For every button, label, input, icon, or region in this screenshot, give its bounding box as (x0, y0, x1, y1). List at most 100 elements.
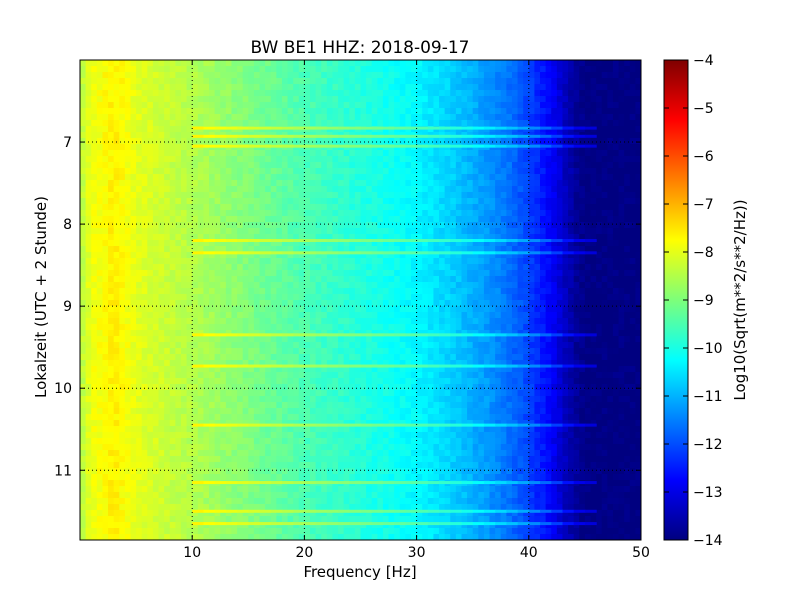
heatmap-cell (500, 276, 507, 283)
heatmap-cell (556, 336, 564, 343)
heatmap-cell (203, 318, 210, 325)
heatmap-cell (315, 162, 322, 169)
heatmap-cell (113, 354, 120, 361)
heatmap-cell (326, 210, 334, 217)
heatmap-cell (511, 150, 519, 157)
heatmap-cell (130, 180, 137, 187)
heatmap-cell (293, 138, 300, 145)
heatmap-cell (366, 276, 373, 283)
heatmap-cell (209, 210, 216, 217)
heatmap-cell (108, 336, 115, 343)
heatmap-cell (624, 144, 631, 151)
heatmap-cell (293, 282, 300, 289)
heatmap-cell (556, 318, 564, 325)
heatmap-cell (108, 162, 115, 169)
heatmap-cell (601, 204, 608, 211)
heatmap-cell (124, 318, 132, 325)
heatmap-cell (225, 96, 233, 103)
heatmap-cell (394, 108, 401, 115)
heatmap-cell (203, 168, 210, 175)
heatmap-cell (197, 234, 205, 241)
heatmap-cell (287, 90, 294, 97)
heatmap-cell (579, 138, 586, 145)
heatmap-cell (371, 198, 378, 205)
heatmap-cell (601, 276, 608, 283)
heatmap-cell (91, 216, 98, 223)
heatmap-cell (506, 288, 513, 295)
heatmap-cell (237, 96, 244, 103)
heatmap-cell (281, 246, 289, 253)
heatmap-cell (124, 66, 132, 73)
heatmap-cell (338, 264, 345, 271)
heatmap-cell (635, 150, 641, 157)
heatmap-cell (422, 234, 429, 241)
heatmap-cell (371, 186, 378, 193)
heatmap-cell (478, 60, 485, 67)
heatmap-cell (175, 84, 182, 91)
heatmap-cell (500, 84, 507, 91)
heatmap-cell (349, 318, 356, 325)
heatmap-cell (478, 114, 485, 121)
heatmap-cell (85, 108, 92, 115)
heatmap-cell (80, 174, 87, 181)
heatmap-cell (394, 84, 401, 91)
heatmap-cell (461, 174, 468, 181)
heatmap-cell (304, 282, 311, 289)
heatmap-cell (276, 228, 283, 235)
heatmap-cell (489, 90, 496, 97)
heatmap-cell (354, 282, 362, 289)
heatmap-cell (573, 180, 580, 187)
heatmap-cell (635, 198, 641, 205)
heatmap-cell (192, 174, 199, 181)
heatmap-cell (500, 90, 507, 97)
heatmap-cell (152, 90, 160, 97)
heatmap-cell (231, 72, 238, 79)
heatmap-cell (596, 336, 603, 343)
heatmap-cell (388, 114, 395, 121)
heatmap-cell (534, 234, 541, 241)
heatmap-cell (96, 192, 104, 199)
heatmap-cell (80, 294, 87, 301)
heatmap-cell (472, 288, 479, 295)
heatmap-cell (158, 294, 165, 301)
heatmap-cell (158, 312, 165, 319)
heatmap-cell (579, 228, 586, 235)
heatmap-cell (528, 294, 536, 301)
heatmap-cell (147, 336, 154, 343)
heatmap-cell (410, 174, 418, 181)
heatmap-cell (225, 240, 233, 247)
heatmap-cell (540, 96, 547, 103)
heatmap-cell (102, 264, 109, 271)
heatmap-cell (270, 186, 277, 193)
heatmap-cell (517, 168, 524, 175)
heatmap-cell (511, 354, 519, 361)
heatmap-cell (231, 306, 238, 313)
heatmap-cell (394, 90, 401, 97)
heatmap-cell (265, 72, 272, 79)
heatmap-cell (180, 126, 188, 133)
heatmap-cell (237, 192, 244, 199)
heatmap-cell (96, 324, 104, 331)
heatmap-cell (450, 84, 457, 91)
heatmap-cell (158, 270, 165, 277)
heatmap-cell (607, 114, 614, 121)
heatmap-cell (85, 336, 92, 343)
heatmap-cell (108, 84, 115, 91)
heatmap-cell (209, 324, 216, 331)
heatmap-cell (360, 96, 367, 103)
heatmap-cell (422, 168, 429, 175)
heatmap-cell (511, 210, 519, 217)
heatmap-cell (338, 84, 345, 91)
heatmap-cell (220, 288, 227, 295)
heatmap-cell (540, 60, 547, 67)
heatmap-cell (321, 150, 328, 157)
heatmap-cell (562, 96, 569, 103)
heatmap-cell (612, 342, 620, 349)
heatmap-cell (180, 174, 188, 181)
heatmap-cell (584, 180, 592, 187)
heatmap-cell (203, 60, 210, 67)
heatmap-cell (360, 180, 367, 187)
heatmap-cell (293, 96, 300, 103)
heatmap-cell (612, 282, 620, 289)
heatmap-cell (332, 192, 339, 199)
